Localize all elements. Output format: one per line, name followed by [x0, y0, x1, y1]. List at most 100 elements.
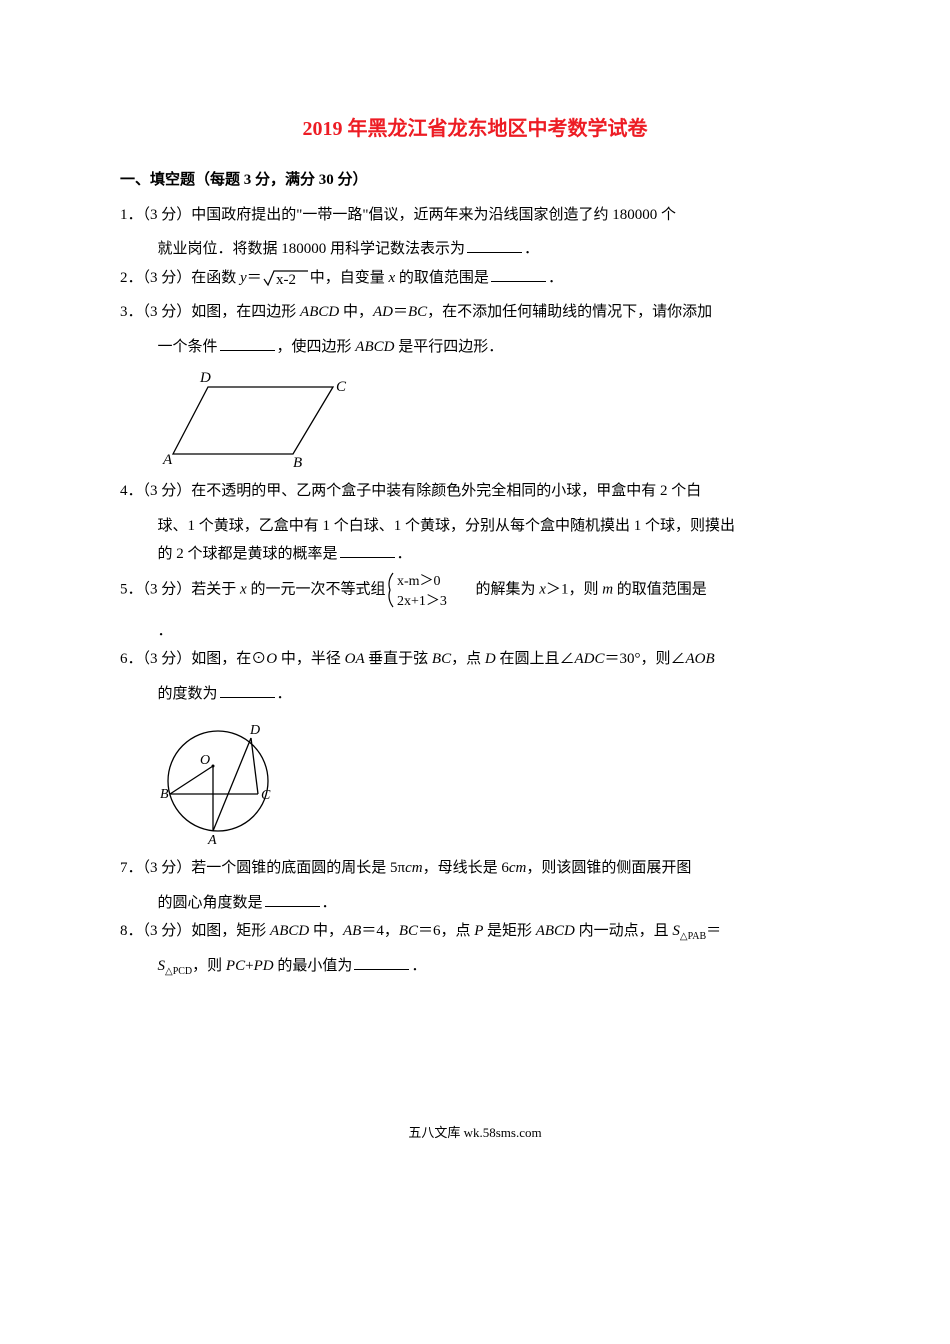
q-text: 在函数 — [191, 270, 240, 286]
question-7-cont: 的圆心角度数是 ． — [120, 889, 830, 918]
question-5-cont: ． — [120, 617, 830, 646]
blank — [265, 891, 320, 907]
var-S: S — [158, 958, 166, 974]
q-points: （3 分） — [143, 304, 192, 320]
period: ． — [548, 270, 563, 286]
eq: ＝ — [706, 923, 721, 939]
question-1: 1．（3 分）中国政府提出的"一带一路"倡议，近两年来为沿线国家创造了约 180… — [120, 201, 830, 230]
period: ． — [397, 546, 412, 562]
svg-text:x-m＞0: x-m＞0 — [397, 574, 441, 589]
eq: ＝ — [361, 923, 376, 939]
question-4-cont2: 的 2 个球都是黄球的概率是 ． — [120, 540, 830, 569]
deg: 30°，则∠ — [619, 651, 685, 667]
svg-text:2x+1＞3: 2x+1＞3 — [397, 594, 447, 609]
plus: + — [245, 958, 253, 974]
period: ． — [322, 895, 337, 911]
blank — [354, 954, 409, 970]
eq: ＝ — [393, 304, 408, 320]
q-text: 是矩形 — [487, 923, 536, 939]
q-text: 如图，在⊙ — [191, 651, 266, 667]
q-num: 1． — [120, 207, 143, 223]
sub: △PAB — [680, 931, 706, 942]
label-B: B — [160, 787, 169, 802]
q-text: 中，自变量 — [310, 270, 389, 286]
var: ABCD — [300, 304, 343, 320]
period: ． — [411, 958, 426, 974]
q-text: 的最小值为 — [277, 958, 352, 974]
q-text: 的 2 个球都是黄球的概率是 — [158, 546, 338, 562]
var: ABCD — [270, 923, 313, 939]
section-header: 一、填空题（每题 3 分，满分 30 分） — [120, 166, 830, 195]
var: x — [539, 581, 546, 597]
q-text: 的取值范围是 — [617, 581, 707, 597]
var: BC — [408, 304, 427, 320]
q-text: 的一元一次不等式组 — [250, 581, 385, 597]
var-x: x — [240, 581, 250, 597]
blank — [220, 335, 275, 351]
q-text: 在不透明的甲、乙两个盒子中装有除颜色外完全相同的小球，甲盒中有 2 个白 — [191, 483, 701, 499]
question-8-cont: S△PCD，则 PC+PD 的最小值为． — [120, 952, 830, 981]
q-text: 一个条件 — [158, 339, 218, 355]
q-text: ，则该圆锥的侧面展开图 — [526, 860, 691, 876]
q-num: 5． — [120, 581, 143, 597]
q-num: 2． — [120, 270, 143, 286]
var: ABCD — [536, 923, 579, 939]
q-points: （3 分） — [143, 651, 192, 667]
q-num: 6． — [120, 651, 143, 667]
blank — [467, 237, 522, 253]
question-7: 7．（3 分）若一个圆锥的底面圆的周长是 5πcm，母线长是 6cm，则该圆锥的… — [120, 854, 830, 883]
sub: △PCD — [165, 966, 192, 977]
var: BC — [432, 651, 451, 667]
q-text: 在圆上且∠ — [499, 651, 574, 667]
q-text: 球、1 个黄球，乙盒中有 1 个白球、1 个黄球，分别从每个盒中随机摸出 1 个… — [158, 518, 736, 534]
var: AOB — [685, 651, 714, 667]
var: PC — [226, 958, 245, 974]
question-4: 4．（3 分）在不透明的甲、乙两个盒子中装有除颜色外完全相同的小球，甲盒中有 2… — [120, 477, 830, 506]
var: O — [266, 651, 281, 667]
exam-title: 2019 年黑龙江省龙东地区中考数学试卷 — [120, 110, 830, 148]
question-8: 8．（3 分）如图，矩形 ABCD 中，AB＝4，BC＝6，点 P 是矩形 AB… — [120, 917, 830, 946]
eq: ＝ — [418, 923, 433, 939]
var: AB — [343, 923, 361, 939]
var: BC — [399, 923, 418, 939]
var-S: S — [672, 923, 680, 939]
var: PD — [254, 958, 278, 974]
q-text: 垂直于弦 — [368, 651, 432, 667]
q-text: 是平行四边形． — [398, 339, 503, 355]
q-text: 中国政府提出的"一带一路"倡议，近两年来为沿线国家创造了约 180000 个 — [191, 207, 676, 223]
question-6-cont: 的度数为． — [120, 680, 830, 709]
q-num: 4． — [120, 483, 143, 499]
var: ADC — [574, 651, 604, 667]
label-A: A — [207, 833, 217, 846]
label-D: D — [249, 723, 260, 738]
eq: ＝ — [604, 651, 619, 667]
q-text: 的度数为 — [158, 686, 218, 702]
page-footer: 五八文库 wk.58sms.com — [120, 1121, 830, 1146]
period: ． — [158, 623, 173, 639]
q-text: 的圆心角度数是 — [158, 895, 263, 911]
q-text: 的解集为 — [475, 581, 539, 597]
q-text: 中， — [343, 304, 373, 320]
label-B: B — [293, 455, 302, 469]
equals: ＝ — [247, 270, 262, 286]
var-x: x — [389, 270, 399, 286]
q-points: （3 分） — [143, 923, 192, 939]
q-num: 8． — [120, 923, 143, 939]
var: ABCD — [355, 339, 398, 355]
q-num: 7． — [120, 860, 143, 876]
period: ． — [524, 241, 539, 257]
var: cm — [405, 860, 423, 876]
var-m: m — [602, 581, 617, 597]
inequality-system: x-m＞0 2x+1＞3 — [385, 569, 475, 611]
q-text: ，母线长是 6 — [423, 860, 509, 876]
label-C: C — [336, 379, 347, 395]
blank — [220, 682, 275, 698]
q-points: （3 分） — [143, 483, 192, 499]
q-points: （3 分） — [143, 860, 192, 876]
var: AD — [373, 304, 393, 320]
svg-text:x-2: x-2 — [276, 272, 296, 288]
q-text: ，在不添加任何辅助线的情况下，请你添加 — [427, 304, 712, 320]
v4: 4， — [376, 923, 399, 939]
q-text: 若关于 — [191, 581, 240, 597]
q-text: 的取值范围是 — [399, 270, 489, 286]
